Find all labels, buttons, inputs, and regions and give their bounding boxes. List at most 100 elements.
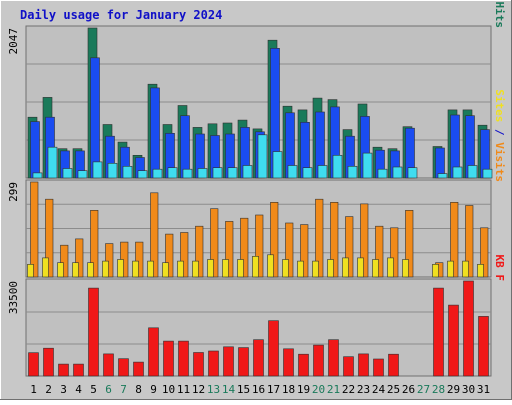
axis-legend: Pages / Files / Hits [493, 0, 506, 28]
x-tick-label: 24 [372, 383, 386, 396]
bar-kb-f-day-19 [298, 353, 309, 377]
x-tick-label: 18 [282, 383, 295, 396]
bar-pages-day-13 [212, 167, 223, 179]
bar-pages-day-14 [227, 167, 238, 179]
axis-legend-part: KB F [493, 255, 506, 282]
x-tick-label: 16 [252, 383, 265, 396]
bar-sites-day-28 [432, 263, 439, 278]
bar-kb-f-day-10 [163, 340, 174, 377]
bar-pages-day-30 [467, 165, 478, 179]
x-tick-label: 6 [105, 383, 112, 396]
bar-kb-f-day-18 [283, 348, 294, 377]
bar-pages-day-26 [407, 167, 418, 179]
bar-sites-day-6 [102, 260, 109, 278]
bar-kb-f-day-24 [373, 358, 384, 377]
bar-sites-day-3 [57, 262, 64, 278]
bar-sites-day-15 [237, 259, 244, 278]
bar-visits-day-13 [210, 208, 219, 278]
axis-legend-part: / [493, 0, 506, 2]
bar-pages-day-16 [257, 134, 268, 179]
bar-pages-day-22 [347, 166, 358, 179]
bar-files-day-9 [150, 87, 160, 179]
y-max-label: 2047 [7, 28, 20, 55]
x-tick-label: 13 [207, 383, 220, 396]
x-tick-label: 14 [222, 383, 236, 396]
bar-pages-day-2 [47, 146, 58, 179]
bar-sites-day-24 [372, 259, 379, 278]
bar-visits-day-17 [270, 202, 279, 278]
axis-legend-part: Visits [493, 142, 506, 182]
x-tick-label: 9 [150, 383, 157, 396]
x-tick-label: 11 [177, 383, 190, 396]
bar-pages-day-18 [287, 165, 298, 179]
bar-sites-day-13 [207, 259, 214, 278]
x-tick-label: 5 [90, 383, 97, 396]
x-tick-label: 25 [387, 383, 400, 396]
bar-kb-f-day-28 [433, 287, 444, 377]
y-max-label: 33500 [7, 281, 20, 314]
bar-kb-f-day-29 [448, 304, 459, 377]
x-tick-label: 7 [120, 383, 127, 396]
x-tick-label: 21 [327, 383, 340, 396]
bar-pages-day-11 [182, 168, 193, 179]
bar-visits-day-18 [285, 222, 294, 278]
x-tick-label: 8 [135, 383, 142, 396]
bar-visits-day-10 [165, 233, 174, 278]
bar-visits-day-19 [300, 224, 309, 278]
bar-pages-day-5 [92, 161, 103, 179]
x-tick-label: 19 [297, 383, 310, 396]
panel-hits-files-pages: 2047 Pages / Files / Hits [7, 0, 506, 179]
bar-pages-day-21 [332, 155, 343, 179]
bar-pages-day-31 [482, 168, 493, 179]
x-tick-label: 17 [267, 383, 280, 396]
bar-files-day-11 [180, 115, 190, 179]
bar-pages-day-6 [107, 163, 118, 179]
x-tick-label: 4 [75, 383, 82, 396]
bar-kb-f-day-13 [208, 350, 219, 377]
y-max-label: 299 [7, 182, 20, 202]
bar-visits-day-22 [345, 216, 354, 278]
bar-visits-day-16 [255, 214, 264, 278]
bar-sites-day-16 [252, 255, 259, 278]
bar-sites-day-5 [87, 262, 94, 278]
axis-legend: Sites / Visits [493, 89, 506, 182]
bar-visits-day-1 [30, 181, 39, 278]
bar-pages-day-10 [167, 167, 178, 179]
bar-kb-f-day-3 [58, 363, 69, 377]
bar-sites-day-31 [477, 263, 484, 278]
bar-kb-f-day-8 [133, 361, 144, 377]
bar-visits-day-26 [405, 210, 414, 278]
bar-pages-day-8 [137, 170, 148, 179]
bar-visits-day-6 [105, 243, 114, 278]
bar-files-day-1 [30, 121, 40, 179]
bar-visits-day-5 [90, 210, 99, 278]
x-tick-label: 29 [447, 383, 460, 396]
bar-pages-day-12 [197, 168, 208, 179]
bar-sites-day-22 [342, 257, 349, 278]
bar-pages-day-23 [362, 152, 373, 179]
bar-pages-day-29 [452, 166, 463, 179]
bar-pages-day-9 [152, 168, 163, 179]
x-tick-label: 22 [342, 383, 355, 396]
bar-kb-f-day-11 [178, 340, 189, 377]
bar-sites-day-19 [297, 260, 304, 278]
bar-sites-day-25 [387, 257, 394, 278]
bar-files-day-5 [90, 57, 100, 179]
bar-visits-day-29 [450, 202, 459, 278]
x-tick-label: 27 [417, 383, 430, 396]
chart-panels: 2047 Pages / Files / Hits 299 Sites / Visit… [7, 0, 506, 377]
bar-visits-day-30 [465, 205, 474, 278]
bar-sites-day-17 [267, 254, 274, 278]
bar-sites-day-1 [27, 263, 34, 278]
x-tick-labels: 1 2 3 4 5 6 7 8 9 10 11 12 13 14 15 16 17 18 19 20 21 22 23 24 2… [30, 383, 490, 396]
bar-visits-day-12 [195, 225, 204, 278]
x-tick-label: 1 [30, 383, 37, 396]
bar-sites-day-30 [462, 260, 469, 278]
chart-title: Daily usage for January 2024 [20, 8, 222, 22]
bar-sites-day-20 [312, 260, 319, 278]
bar-pages-day-19 [302, 167, 313, 179]
bar-kb-f-day-4 [73, 363, 84, 377]
bar-kb-f-day-30 [463, 280, 474, 377]
x-tick-label: 20 [312, 383, 325, 396]
bar-kb-f-day-9 [148, 327, 159, 377]
